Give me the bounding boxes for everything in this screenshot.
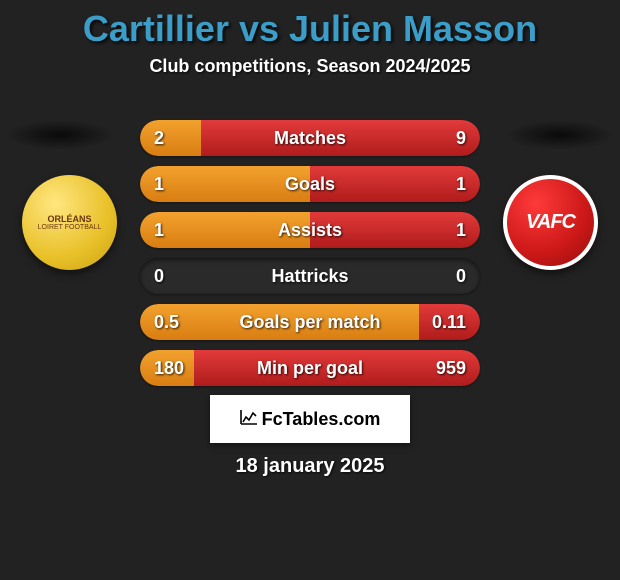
stat-bar-left [140,120,201,156]
team-badge-left: ORLÉANS LOIRET FOOTBALL [22,175,117,270]
footer-site-name: FcTables.com [262,409,381,430]
stat-right-value: 9 [456,128,466,149]
chart-icon [240,409,258,430]
stat-left-value: 0.5 [154,312,179,333]
stat-row: 180 Min per goal 959 [140,350,480,386]
stat-row: 2 Matches 9 [140,120,480,156]
stat-left-value: 180 [154,358,184,379]
stat-label: Matches [274,128,346,149]
stat-left-value: 0 [154,266,164,287]
stat-right-value: 0 [456,266,466,287]
footer-date: 18 january 2025 [236,455,385,478]
stat-right-value: 1 [456,174,466,195]
stat-label: Goals [285,174,335,195]
page-title: Cartillier vs Julien Masson [0,0,620,50]
stat-row: 1 Assists 1 [140,212,480,248]
stat-left-value: 1 [154,220,164,241]
team-badge-left-name: ORLÉANS [47,215,91,224]
stat-row: 0 Hattricks 0 [140,258,480,294]
stat-row: 1 Goals 1 [140,166,480,202]
footer-logo: FcTables.com [210,395,410,443]
stat-label: Goals per match [239,312,380,333]
page-subtitle: Club competitions, Season 2024/2025 [0,56,620,77]
stat-left-value: 2 [154,128,164,149]
stat-right-value: 0.11 [432,312,466,333]
stat-label: Min per goal [257,358,363,379]
team-badge-right: VAFC [503,175,598,270]
stat-label: Hattricks [271,266,348,287]
team-badge-right-ring [503,175,598,270]
badge-shadow-left [5,120,115,150]
team-badge-left-sub: LOIRET FOOTBALL [38,224,102,231]
stat-label: Assists [278,220,342,241]
stat-bar-right [310,166,480,202]
stat-row: 0.5 Goals per match 0.11 [140,304,480,340]
badge-shadow-right [505,120,615,150]
stat-right-value: 959 [436,358,466,379]
stat-right-value: 1 [456,220,466,241]
stat-rows: 2 Matches 9 1 Goals 1 1 Assists 1 0 Hatt… [140,120,480,396]
stat-left-value: 1 [154,174,164,195]
